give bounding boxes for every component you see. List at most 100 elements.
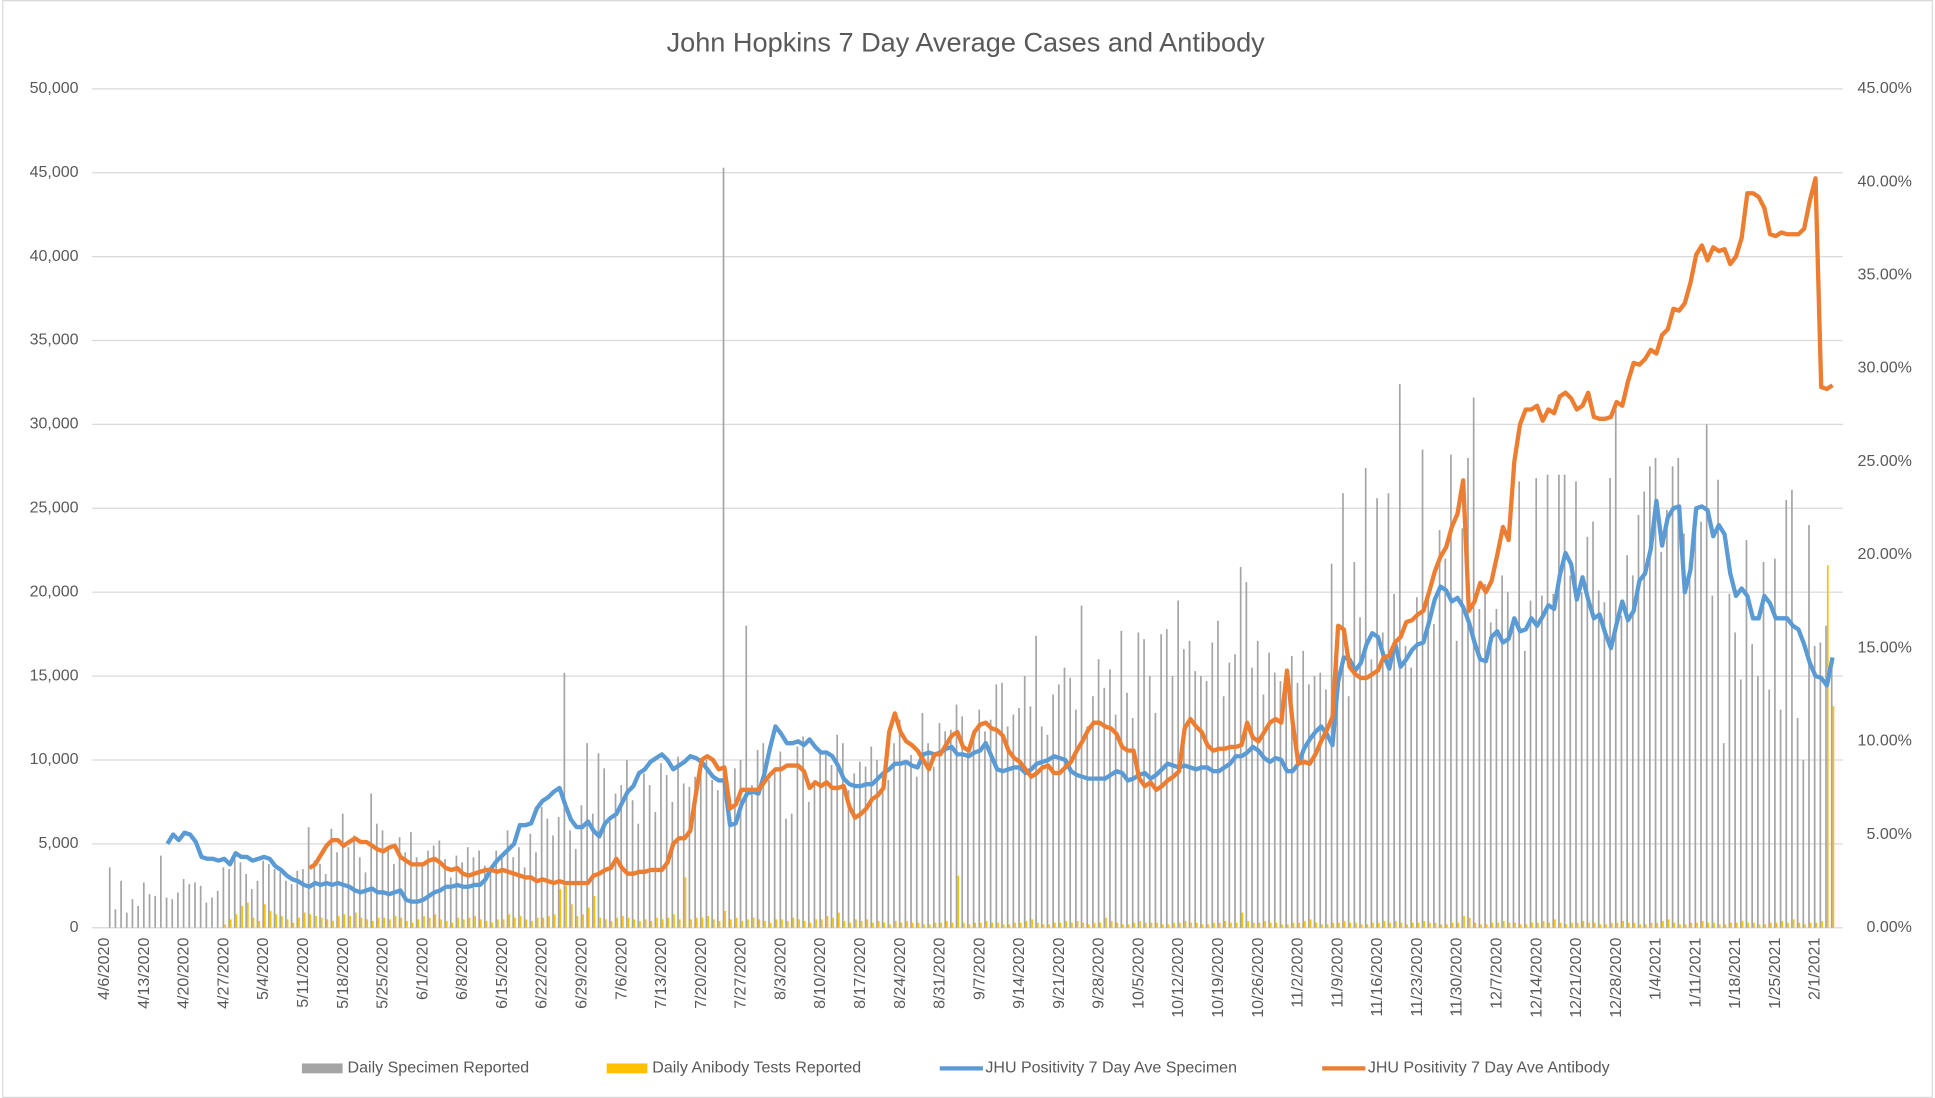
bar	[479, 919, 482, 928]
bar	[540, 806, 543, 928]
bar	[233, 858, 236, 928]
bar	[519, 916, 522, 928]
bar	[438, 840, 441, 928]
legend-label: Daily Specimen Reported	[348, 1059, 530, 1077]
bar	[1035, 635, 1037, 928]
bar	[1273, 672, 1276, 928]
bar	[859, 761, 861, 928]
bar	[1006, 726, 1009, 928]
bar	[387, 850, 390, 928]
x-tick-label: 4/13/2020	[135, 938, 153, 1009]
bar	[1468, 917, 1471, 928]
bar	[1207, 924, 1210, 928]
y2-tick-label: 15.00%	[1858, 638, 1912, 656]
bar	[1815, 922, 1818, 928]
bar	[940, 922, 943, 928]
bar	[832, 917, 835, 928]
bar	[758, 919, 761, 928]
bar	[502, 919, 505, 928]
bar	[1593, 922, 1596, 928]
bar	[660, 763, 662, 928]
bar	[548, 916, 550, 928]
bar	[972, 729, 975, 928]
bar	[269, 910, 272, 928]
bar	[1042, 924, 1045, 928]
bar	[194, 882, 196, 928]
bar	[1012, 714, 1015, 928]
bar	[1092, 696, 1094, 928]
bar	[734, 768, 736, 928]
bar	[489, 869, 492, 928]
bar	[1525, 924, 1528, 928]
bar	[449, 877, 452, 928]
bar	[1082, 922, 1085, 928]
bar	[1025, 921, 1028, 928]
bar	[1588, 922, 1590, 928]
bar	[1798, 922, 1801, 928]
bar	[877, 921, 880, 928]
bar	[1148, 676, 1151, 928]
bar	[1387, 493, 1390, 928]
bar	[1018, 707, 1020, 928]
bar	[114, 909, 117, 928]
bar	[1779, 709, 1782, 928]
x-tick-label: 5/25/2020	[374, 938, 392, 1009]
bar	[1372, 922, 1374, 928]
bar	[910, 754, 912, 928]
bar	[637, 823, 640, 928]
bar	[893, 743, 895, 928]
bar	[1364, 468, 1367, 928]
bar	[1701, 921, 1704, 928]
bar	[1360, 924, 1363, 928]
bar	[1308, 684, 1310, 928]
bar	[815, 919, 817, 928]
bar	[523, 867, 526, 928]
bar	[785, 818, 787, 928]
bar	[1080, 605, 1083, 928]
bar	[1620, 615, 1623, 928]
bar	[1114, 714, 1117, 928]
bar	[574, 848, 577, 928]
bar	[1523, 650, 1526, 928]
bar	[1269, 922, 1272, 928]
bar	[747, 919, 749, 928]
bar	[1631, 575, 1634, 928]
bar	[779, 751, 782, 928]
bar	[849, 922, 852, 928]
bar	[677, 756, 679, 928]
bar	[648, 785, 651, 928]
bar	[904, 759, 907, 928]
bar	[661, 919, 664, 928]
bar	[712, 919, 715, 928]
bar	[995, 684, 998, 928]
bar	[1512, 620, 1515, 928]
bar	[927, 743, 929, 928]
bar	[1292, 922, 1295, 928]
bar	[1343, 921, 1346, 928]
bar	[1200, 676, 1202, 928]
bar	[1332, 922, 1335, 928]
x-tick-label: 7/13/2020	[652, 938, 670, 1009]
bar	[1109, 669, 1111, 928]
bar	[855, 919, 857, 928]
bar	[1552, 593, 1555, 928]
bar	[1770, 922, 1772, 928]
bar	[587, 907, 590, 928]
y2-tick-label: 10.00%	[1858, 732, 1912, 750]
bar	[1065, 921, 1068, 928]
bar	[1603, 602, 1606, 928]
bar	[246, 902, 249, 928]
bar	[1315, 922, 1318, 928]
bar	[1415, 597, 1418, 928]
x-tick-label: 6/8/2020	[453, 938, 471, 1000]
bar	[1281, 924, 1284, 928]
legend-label: JHU Positivity 7 Day Ave Antibody	[1368, 1059, 1610, 1077]
bar	[1781, 921, 1784, 928]
bar	[239, 862, 242, 928]
bar	[813, 780, 816, 928]
bar	[722, 167, 725, 928]
bar	[1196, 922, 1198, 928]
bar	[1683, 533, 1685, 928]
bar	[1677, 457, 1680, 928]
bar	[1531, 922, 1534, 928]
